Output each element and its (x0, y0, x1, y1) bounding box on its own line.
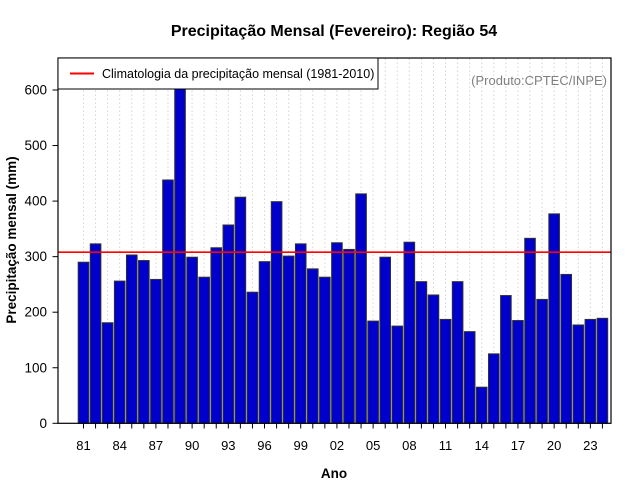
bar-2023 (584, 318, 597, 424)
x-axis-title: Ano (321, 466, 347, 481)
product-watermark: (Produto:CPTEC/INPE) (471, 73, 607, 88)
x-tick-label-23: 23 (583, 438, 597, 453)
bar-2002 (331, 242, 343, 424)
bar-2022 (572, 324, 585, 424)
y-tick-label-400: 400 (24, 194, 47, 209)
bar-2018 (524, 237, 536, 424)
bar-2014 (475, 386, 488, 424)
bar-2015 (488, 353, 500, 424)
bar-1990 (186, 256, 198, 424)
bar-1998 (282, 255, 295, 424)
y-tick-label-300: 300 (24, 249, 47, 264)
x-tick-label-81: 81 (76, 438, 90, 453)
bar-2012 (451, 281, 464, 424)
x-axis-layer: 81 84 87 90 93 96 99 02 05 08 11 14 17 20 23 (76, 423, 603, 453)
bar-2003 (343, 248, 355, 424)
x-tick-label-96: 96 (257, 438, 271, 453)
bar-1999 (294, 243, 307, 424)
x-tick-label-84: 84 (112, 438, 126, 453)
bar-2021 (560, 273, 573, 424)
bar-2024 (596, 317, 609, 424)
bar-2011 (439, 318, 452, 424)
x-tick-label-11: 11 (439, 438, 453, 453)
x-tick-label-20: 20 (547, 438, 561, 453)
y-tick-label-500: 500 (24, 138, 47, 153)
x-tick-label-17: 17 (511, 438, 525, 453)
bar-1987 (150, 278, 162, 424)
bar-2006 (379, 256, 391, 424)
y-tick-label-0: 0 (39, 416, 47, 431)
x-tick-label-93: 93 (221, 438, 235, 453)
x-tick-label-87: 87 (149, 438, 163, 453)
gridlines-layer (83, 58, 603, 423)
bar-1982 (89, 243, 102, 424)
bar-1988 (162, 179, 174, 424)
y-tick-label-200: 200 (24, 305, 47, 320)
bar-1993 (222, 224, 235, 424)
bars-layer (77, 85, 609, 424)
bar-2020 (548, 213, 560, 424)
x-tick-label-99: 99 (293, 438, 307, 453)
x-tick-label-90: 90 (185, 438, 199, 453)
bar-2009 (415, 281, 428, 424)
bar-1994 (234, 196, 247, 424)
y-axis-layer: 0 100 200 300 400 500 600 (24, 83, 58, 431)
bar-2007 (391, 325, 404, 424)
x-tick-label-05: 05 (366, 438, 380, 453)
bar-1991 (198, 276, 210, 424)
bar-1985 (125, 254, 138, 424)
x-tick-label-14: 14 (475, 438, 489, 453)
bar-2019 (536, 298, 548, 424)
y-tick-label-100: 100 (24, 360, 47, 375)
bar-2008 (403, 241, 416, 424)
bar-1996 (258, 261, 271, 424)
bar-1997 (270, 201, 283, 424)
bar-2005 (367, 320, 379, 424)
bar-1984 (113, 280, 126, 424)
bar-2004 (355, 193, 367, 424)
x-tick-label-08: 08 (402, 438, 416, 453)
bar-2000 (306, 268, 319, 424)
bar-1992 (210, 247, 223, 424)
bar-2001 (319, 276, 331, 424)
legend-box (57, 57, 379, 90)
bar-2017 (512, 320, 524, 424)
bar-1986 (138, 260, 150, 424)
bar-2010 (427, 294, 440, 424)
chart-title: Precipitação Mensal (Fevereiro): Região … (171, 23, 497, 40)
x-tick-label-02: 02 (330, 438, 344, 453)
bar-2013 (463, 331, 476, 424)
bar-1989 (174, 85, 186, 424)
y-axis-title: Precipitação mensal (mm) (4, 156, 19, 323)
legend: Climatologia da precipitação mensal (198… (57, 57, 379, 90)
bar-1995 (246, 291, 259, 424)
bar-2016 (500, 295, 512, 424)
bar-1983 (101, 322, 114, 424)
bar-1981 (77, 261, 90, 424)
y-tick-label-600: 600 (24, 83, 47, 98)
legend-label: Climatologia da precipitação mensal (198… (102, 67, 374, 81)
